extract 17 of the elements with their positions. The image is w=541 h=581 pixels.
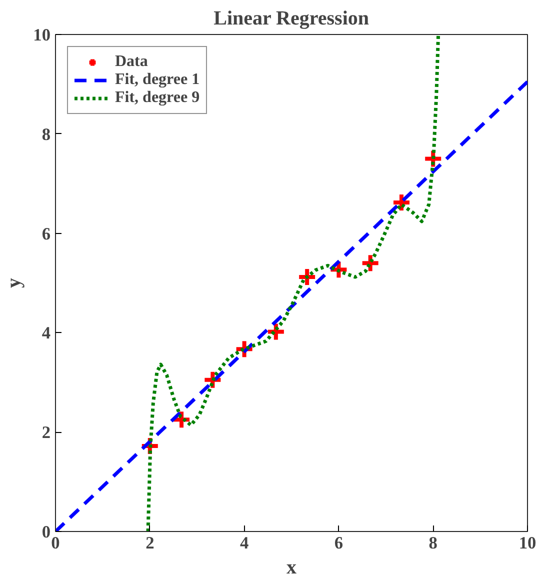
y-tick-label: 8 bbox=[42, 124, 51, 144]
x-tick-label: 2 bbox=[146, 534, 154, 552]
y-tick-label: 6 bbox=[42, 224, 51, 244]
legend-label: Data bbox=[115, 53, 148, 71]
x-tick-label: 4 bbox=[240, 534, 249, 552]
point bbox=[360, 253, 380, 274]
x-tick-label: 8 bbox=[428, 534, 438, 552]
y-tick-label: 10 bbox=[33, 26, 50, 44]
x-tick-label: 10 bbox=[518, 534, 536, 552]
chart-title: Linear Regression bbox=[214, 8, 370, 30]
legend-label: Fit, degree 9 bbox=[115, 89, 200, 107]
x-axis-title: x bbox=[286, 556, 296, 578]
legend-label: Fit, degree 1 bbox=[115, 71, 200, 89]
y-axis-title: y bbox=[3, 278, 26, 288]
y-tick-label: 4 bbox=[42, 324, 51, 343]
y-tick-label: 2 bbox=[42, 423, 51, 442]
x-tick-label: 6 bbox=[334, 534, 344, 552]
